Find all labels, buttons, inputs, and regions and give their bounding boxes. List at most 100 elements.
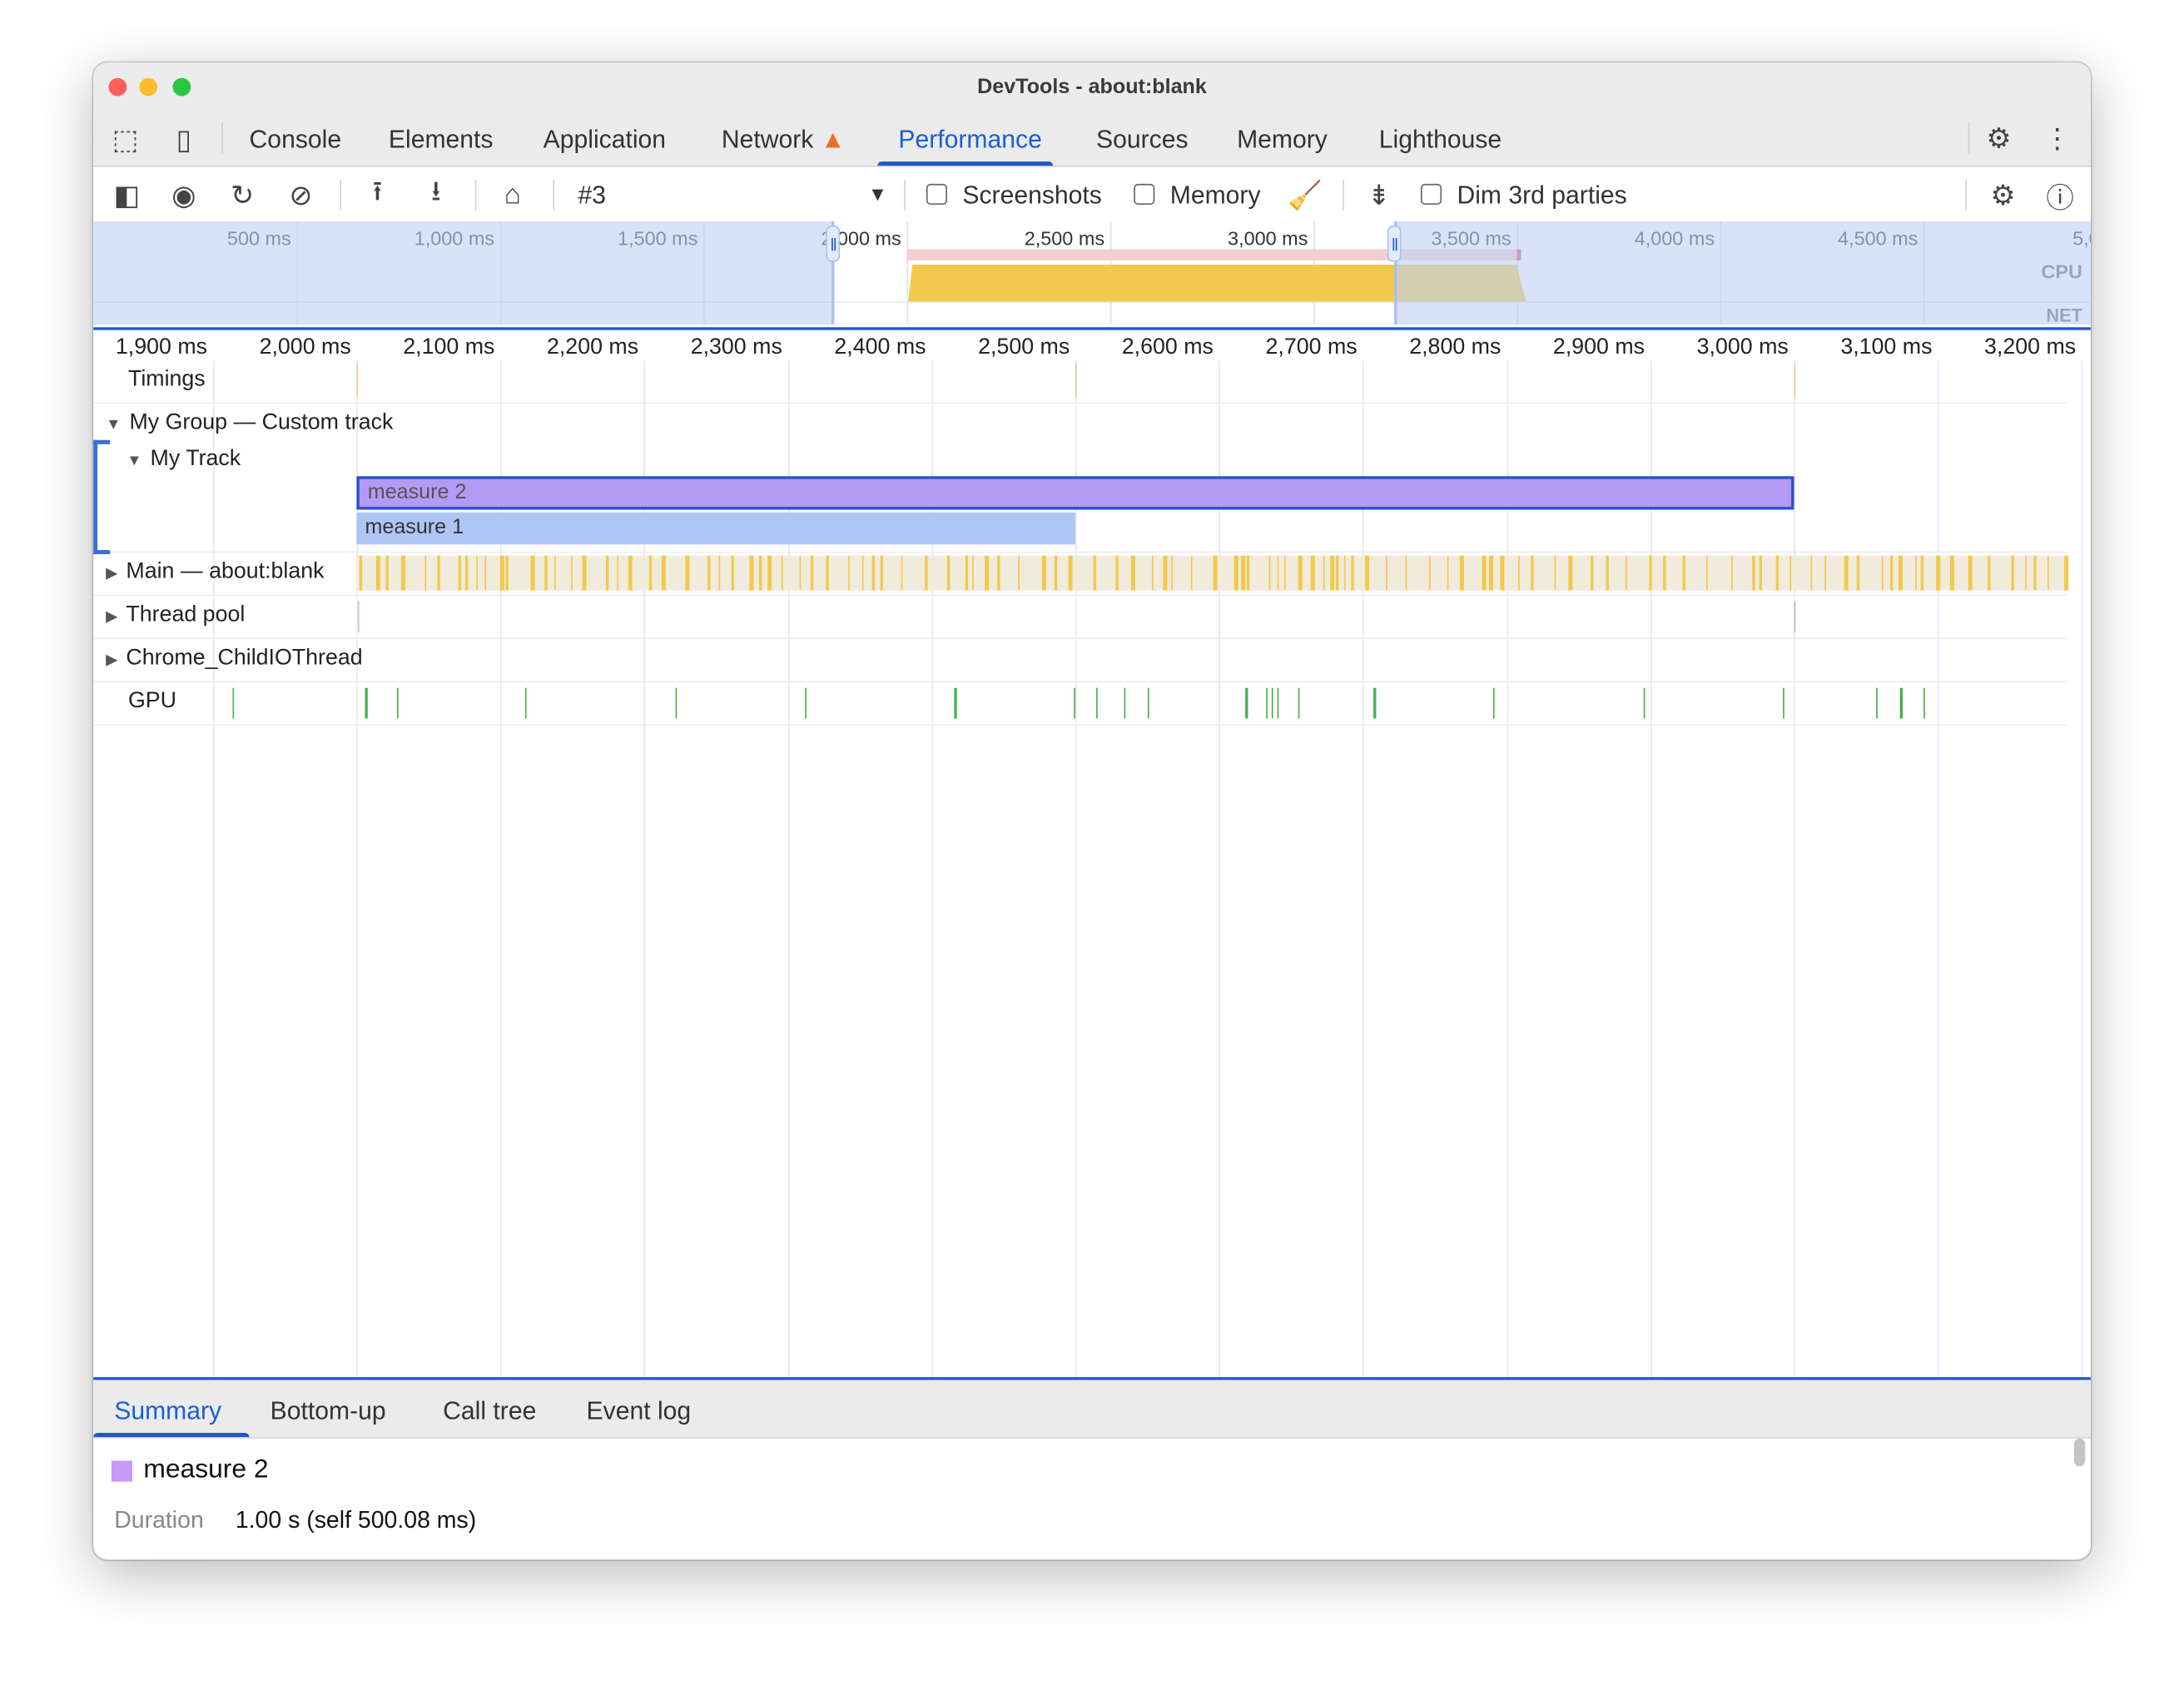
main-thread-task: [544, 555, 548, 591]
main-thread-activity: [356, 555, 2068, 591]
dim-third-parties-checkbox[interactable]: [1420, 183, 1442, 206]
tab-call-tree[interactable]: Call tree: [443, 1396, 537, 1425]
close-button[interactable]: [108, 77, 127, 97]
gpu-event: [1643, 687, 1645, 719]
upload-icon[interactable]: ⭱: [372, 176, 383, 208]
tab-bottom-up[interactable]: Bottom-up: [270, 1396, 386, 1425]
main-thread-task: [1752, 555, 1755, 591]
tab-console[interactable]: Console: [249, 125, 342, 154]
record-icon[interactable]: ◉: [171, 180, 196, 211]
main-thread-task: [386, 555, 389, 591]
ruler-tick-label: 2,800 ms: [1409, 335, 1502, 359]
track-thread-pool[interactable]: ▶ Thread pool: [93, 596, 2067, 640]
ruler-tick-label: 3,200 ms: [1984, 335, 2077, 359]
main-thread-task: [1171, 555, 1174, 591]
active-details-tab-indicator: [93, 1433, 250, 1438]
track-header-my-track[interactable]: ▼ My Track: [127, 447, 241, 472]
main-thread-task: [1323, 555, 1325, 591]
gpu-event: [1923, 687, 1925, 719]
settings-gear-icon[interactable]: ⚙: [1986, 123, 2012, 154]
tab-elements[interactable]: Elements: [388, 125, 494, 154]
grid-line: [1650, 360, 1652, 1378]
main-thread-task: [1213, 555, 1218, 591]
main-thread-task: [811, 555, 813, 591]
chevron-down-icon: ▼: [867, 182, 888, 206]
selection-left-handle[interactable]: [826, 225, 841, 262]
timing-marker: [356, 363, 359, 397]
grid-line: [1075, 360, 1077, 1378]
main-thread-task: [1949, 555, 1954, 591]
main-thread-task: [1567, 555, 1572, 591]
garbage-collect-broom-icon[interactable]: 🧹: [1288, 180, 1323, 211]
gpu-event: [1298, 687, 1300, 719]
gpu-event: [524, 687, 527, 719]
grid-line: [2081, 360, 2083, 1378]
maximize-button[interactable]: [172, 77, 191, 97]
main-thread-task: [1705, 555, 1709, 591]
track-label-thread-pool: Thread pool: [126, 602, 246, 627]
download-icon[interactable]: ⭳: [430, 176, 441, 208]
group-header[interactable]: ▼ My Group — Custom track: [106, 411, 393, 436]
grid-line: [1794, 360, 1796, 1378]
ruler-tick-label: 2,600 ms: [1121, 335, 1214, 359]
tab-summary[interactable]: Summary: [114, 1396, 222, 1425]
devtools-window: DevTools - about:blank ⬚ ▯ Console Eleme…: [93, 62, 2091, 1560]
collapse-tracks-icon[interactable]: ⇟: [1367, 180, 1391, 211]
warning-icon: ▲: [820, 125, 846, 154]
home-icon[interactable]: ⌂: [504, 179, 521, 210]
screenshots-checkbox[interactable]: [926, 183, 947, 206]
main-thread-task: [798, 555, 802, 591]
main-thread-task: [465, 555, 469, 591]
main-thread-task: [880, 555, 883, 591]
device-toolbar-icon[interactable]: ▯: [176, 124, 192, 156]
memory-checkbox[interactable]: [1134, 183, 1155, 206]
ruler-tick-label: 2,300 ms: [690, 335, 782, 359]
net-label: NET: [2046, 305, 2082, 326]
track-label-my-track: My Track: [150, 447, 241, 471]
gpu-event: [1096, 687, 1098, 719]
main-thread-task: [375, 555, 380, 591]
capture-settings-gear-icon[interactable]: ⚙: [1990, 180, 2016, 211]
clear-icon[interactable]: ⊘: [289, 180, 313, 211]
selection-right-handle[interactable]: [1387, 225, 1402, 262]
gpu-event: [365, 687, 368, 719]
gpu-event: [1373, 687, 1377, 719]
minimize-button[interactable]: [139, 77, 158, 97]
track-main[interactable]: ▶ Main — about:blank: [93, 553, 2068, 597]
tab-network[interactable]: Network ▲: [722, 126, 846, 155]
reload-record-icon[interactable]: ↻: [231, 180, 255, 211]
main-thread-task: [1591, 555, 1594, 591]
track-timings[interactable]: Timings: [93, 360, 2067, 404]
track-io-thread[interactable]: ▶ Chrome_ChildIOThread: [93, 639, 2067, 683]
tab-network-label: Network: [721, 125, 814, 154]
measure-2-bar[interactable]: measure 2: [356, 476, 1794, 510]
help-icon[interactable]: ⓘ: [2046, 183, 2074, 214]
main-thread-task: [1824, 555, 1827, 591]
tab-application[interactable]: Application: [543, 125, 667, 154]
gpu-event: [396, 687, 399, 719]
gpu-event: [1876, 687, 1878, 719]
inspect-element-icon[interactable]: ⬚: [112, 124, 139, 156]
recording-select[interactable]: #3 ▼: [567, 176, 888, 215]
track-gpu[interactable]: GPU: [93, 682, 2067, 726]
grid-line: [1938, 360, 1939, 1378]
more-options-icon[interactable]: ⋮: [2043, 123, 2072, 154]
tab-sources[interactable]: Sources: [1096, 125, 1189, 154]
details-tabs: Summary Bottom-up Call tree Event log: [93, 1380, 2091, 1439]
tab-memory[interactable]: Memory: [1237, 125, 1328, 154]
main-thread-task: [1517, 555, 1521, 591]
timeline-overview[interactable]: 5,0004,500 ms4,000 ms3,500 ms3,000 ms2,5…: [93, 221, 2091, 328]
main-thread-task: [1385, 555, 1387, 591]
main-thread-task: [971, 555, 975, 591]
details-scrollbar[interactable]: [2073, 1438, 2086, 1467]
group-label: My Group — Custom track: [129, 410, 394, 435]
tab-performance[interactable]: Performance: [898, 125, 1042, 154]
main-thread-task: [1809, 555, 1813, 591]
measure-1-bar[interactable]: measure 1: [356, 512, 1075, 545]
main-thread-task: [1298, 555, 1303, 591]
tab-event-log[interactable]: Event log: [586, 1396, 692, 1425]
gpu-event: [1271, 687, 1273, 719]
sidebar-toggle-icon[interactable]: ◧: [113, 180, 141, 211]
gpu-event: [1266, 687, 1268, 719]
tab-lighthouse[interactable]: Lighthouse: [1378, 125, 1502, 154]
